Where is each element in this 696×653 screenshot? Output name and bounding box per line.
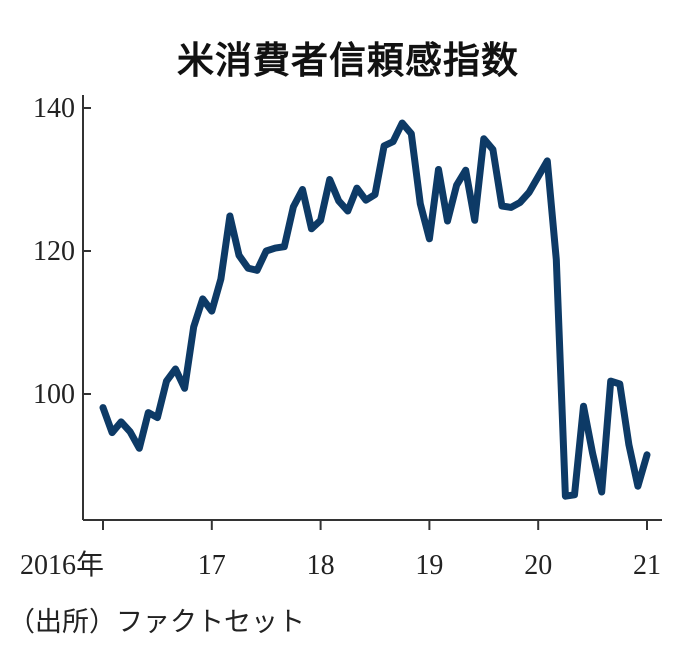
x-tick-label: 18 (307, 550, 335, 581)
axes: 100 120 140 2016年 17 18 19 20 21 (20, 93, 662, 581)
chart-title: 米消費者信頼感指数 (177, 39, 519, 82)
y-tick-label: 100 (33, 379, 75, 410)
y-tick-label: 120 (33, 236, 75, 267)
x-tick-label: 19 (415, 550, 443, 581)
x-tick-label: 17 (198, 550, 226, 581)
series-line-group (99, 119, 651, 500)
series-line (99, 119, 651, 500)
x-tick-label: 2016年 (20, 549, 104, 581)
x-tick-label: 21 (633, 550, 661, 581)
y-tick-label: 140 (33, 93, 75, 124)
source-note: （出所）ファクトセット (8, 607, 305, 638)
x-tick-label: 20 (524, 550, 552, 581)
